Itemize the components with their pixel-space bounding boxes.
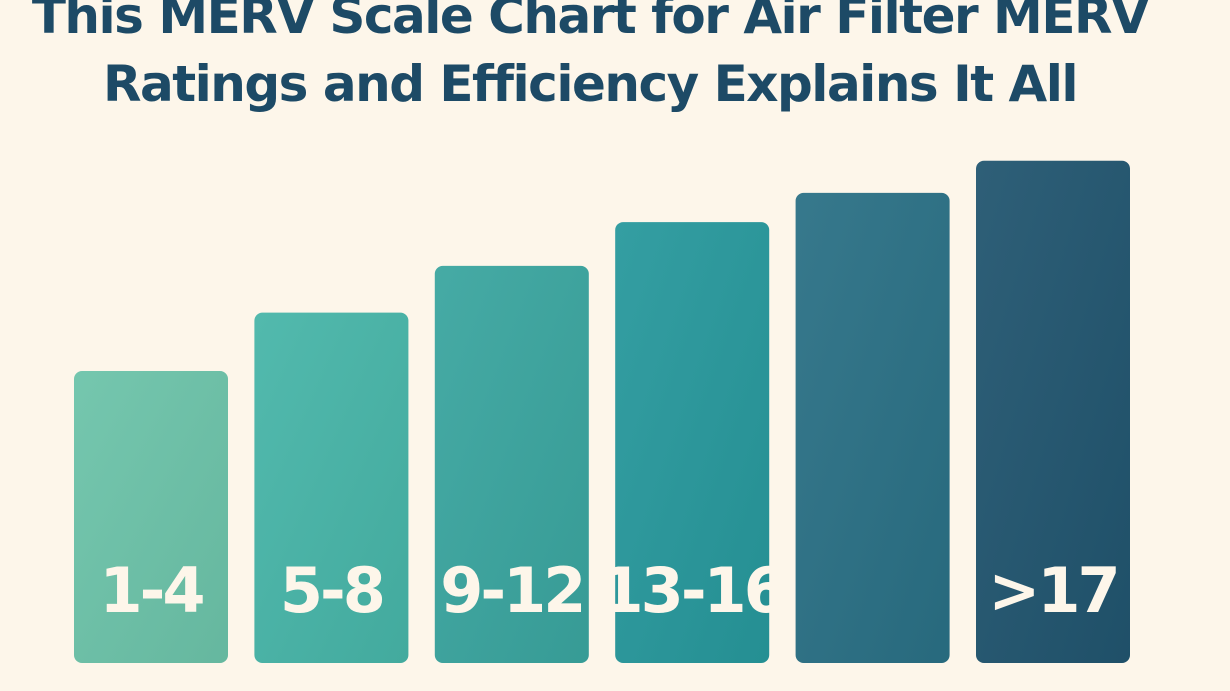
bar-shading: [976, 160, 1130, 663]
bar-shading: [615, 222, 770, 663]
bar-shading: [434, 265, 589, 663]
bar-shading: [74, 371, 228, 663]
chart-title-line-2: Ratings and Efficiency Explains It All: [103, 55, 1078, 113]
bar-shading: [795, 192, 950, 663]
chart-title-line-1: This MERV Scale Chart for Air Filter MER…: [31, 0, 1150, 45]
bar-label: 9-12: [440, 554, 583, 627]
bar-shading: [254, 312, 409, 663]
bars-group: [74, 160, 1130, 663]
bar-label: 13-16: [601, 554, 784, 627]
chart-title: This MERV Scale Chart for Air Filter MER…: [0, 0, 1180, 118]
bar-labels-group: 1-4 5-8 9-12 13-16 >17: [99, 554, 1120, 627]
bar-label: 1-4: [99, 554, 203, 627]
bar-label: 5-8: [280, 554, 383, 627]
bar-label: >17: [988, 554, 1117, 627]
